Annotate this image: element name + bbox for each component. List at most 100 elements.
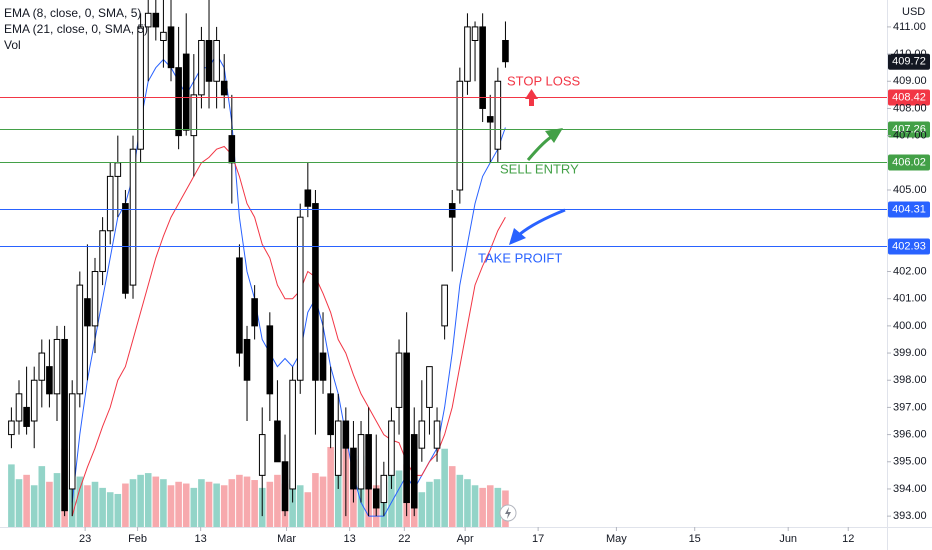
volume-bar <box>395 470 403 527</box>
volume-bar <box>327 447 334 527</box>
candle-body <box>486 116 494 123</box>
volume-bar <box>91 481 99 527</box>
candle-body <box>76 284 84 395</box>
ema-layer <box>71 53 506 517</box>
volume-bar <box>53 473 61 527</box>
candle-body <box>319 352 327 381</box>
volume-bar <box>122 483 129 527</box>
level-label-box <box>888 238 930 255</box>
candle-body <box>350 447 357 490</box>
volume-bar <box>137 474 144 527</box>
candle-body <box>106 175 114 232</box>
x-tick-label: May <box>606 533 627 545</box>
candle-body <box>365 434 372 490</box>
candle-body <box>8 420 15 436</box>
candle-body <box>53 338 61 395</box>
candle-body <box>403 352 410 504</box>
ema-line <box>71 145 506 517</box>
level-label: 406.02 <box>892 156 926 168</box>
volume-bar <box>129 479 137 527</box>
candle-body <box>68 393 76 490</box>
last-price-box <box>888 53 930 70</box>
candle-body <box>448 203 456 218</box>
candle-body <box>388 420 395 476</box>
volume-bar <box>152 476 160 527</box>
candle-body <box>220 80 228 96</box>
candle-body <box>327 393 334 436</box>
candle-body <box>479 26 486 109</box>
candle-body <box>243 338 251 381</box>
volume-bar <box>471 485 479 527</box>
volume-bar <box>190 487 198 527</box>
candle-body <box>61 338 68 512</box>
candle-body <box>274 420 281 463</box>
volume-bar <box>76 476 84 527</box>
x-tick-label: Jun <box>779 533 797 545</box>
candle-body <box>175 67 182 137</box>
y-tick-label: 405.00 <box>893 184 927 196</box>
candle-body <box>160 31 167 41</box>
volume-bar <box>106 492 114 527</box>
y-tick-label: 398.00 <box>893 374 927 386</box>
volume-bar <box>236 474 243 527</box>
candle-body <box>342 420 350 449</box>
replay-icon[interactable] <box>499 504 517 522</box>
entry-arrow <box>526 128 563 161</box>
candle-body <box>426 366 433 408</box>
candle-body <box>289 379 296 490</box>
candle-body <box>46 366 53 395</box>
candle-body <box>464 26 471 82</box>
x-tick-label: 15 <box>689 533 701 545</box>
candle-body <box>30 379 38 422</box>
volume-bar <box>167 485 175 527</box>
y-tick-label: 410.00 <box>893 48 927 60</box>
stop-arrow <box>525 89 538 106</box>
candle-body <box>312 203 319 381</box>
y-tick-label: 411.00 <box>893 21 926 33</box>
last-price-label: 409.72 <box>892 56 926 68</box>
level-label-box <box>888 201 930 218</box>
volume-bar <box>304 492 312 527</box>
x-tick-label: 13 <box>195 533 207 545</box>
volume-bar <box>479 487 486 527</box>
volume-bar <box>228 479 236 527</box>
volume-bar <box>494 487 502 527</box>
y-tick-label: 395.00 <box>893 456 927 468</box>
y-tick-label: 400.00 <box>893 320 927 332</box>
y-tick-label: 393.00 <box>893 510 927 522</box>
volume-bar <box>38 466 46 527</box>
volume-bar <box>456 474 464 527</box>
x-tick-label: Apr <box>457 533 474 545</box>
volume-bar <box>433 479 441 527</box>
x-tick-label: Mar <box>277 533 296 545</box>
y-tick-label: 394.00 <box>893 483 927 495</box>
volume-bar <box>99 487 106 527</box>
volume-bar <box>266 481 274 527</box>
candle-body <box>395 352 403 408</box>
y-tick-label: 409.00 <box>893 75 927 87</box>
volume-bar <box>198 479 205 527</box>
candle-body <box>129 148 137 286</box>
y-tick-label: 399.00 <box>893 347 927 359</box>
candle-body <box>236 257 243 354</box>
x-tick-label: 13 <box>344 533 356 545</box>
candle-body <box>502 39 509 63</box>
candle-body <box>91 271 99 327</box>
profit-arrow <box>509 208 566 245</box>
candle-body <box>266 325 274 395</box>
candle-body <box>167 26 175 69</box>
x-tick-label: 22 <box>398 533 410 545</box>
candle-body <box>99 230 106 273</box>
candle-body <box>372 488 380 509</box>
volume-bar <box>23 474 30 527</box>
volume-bar <box>182 483 190 527</box>
y-tick-label: 407.00 <box>893 130 927 142</box>
volume-bar <box>251 480 258 527</box>
annotation: SELL ENTRY <box>500 161 579 176</box>
volume-bar <box>8 464 15 527</box>
candle-body <box>251 298 258 327</box>
candle-body <box>296 216 304 381</box>
candle-body <box>182 53 190 131</box>
volume-bar <box>388 474 395 527</box>
